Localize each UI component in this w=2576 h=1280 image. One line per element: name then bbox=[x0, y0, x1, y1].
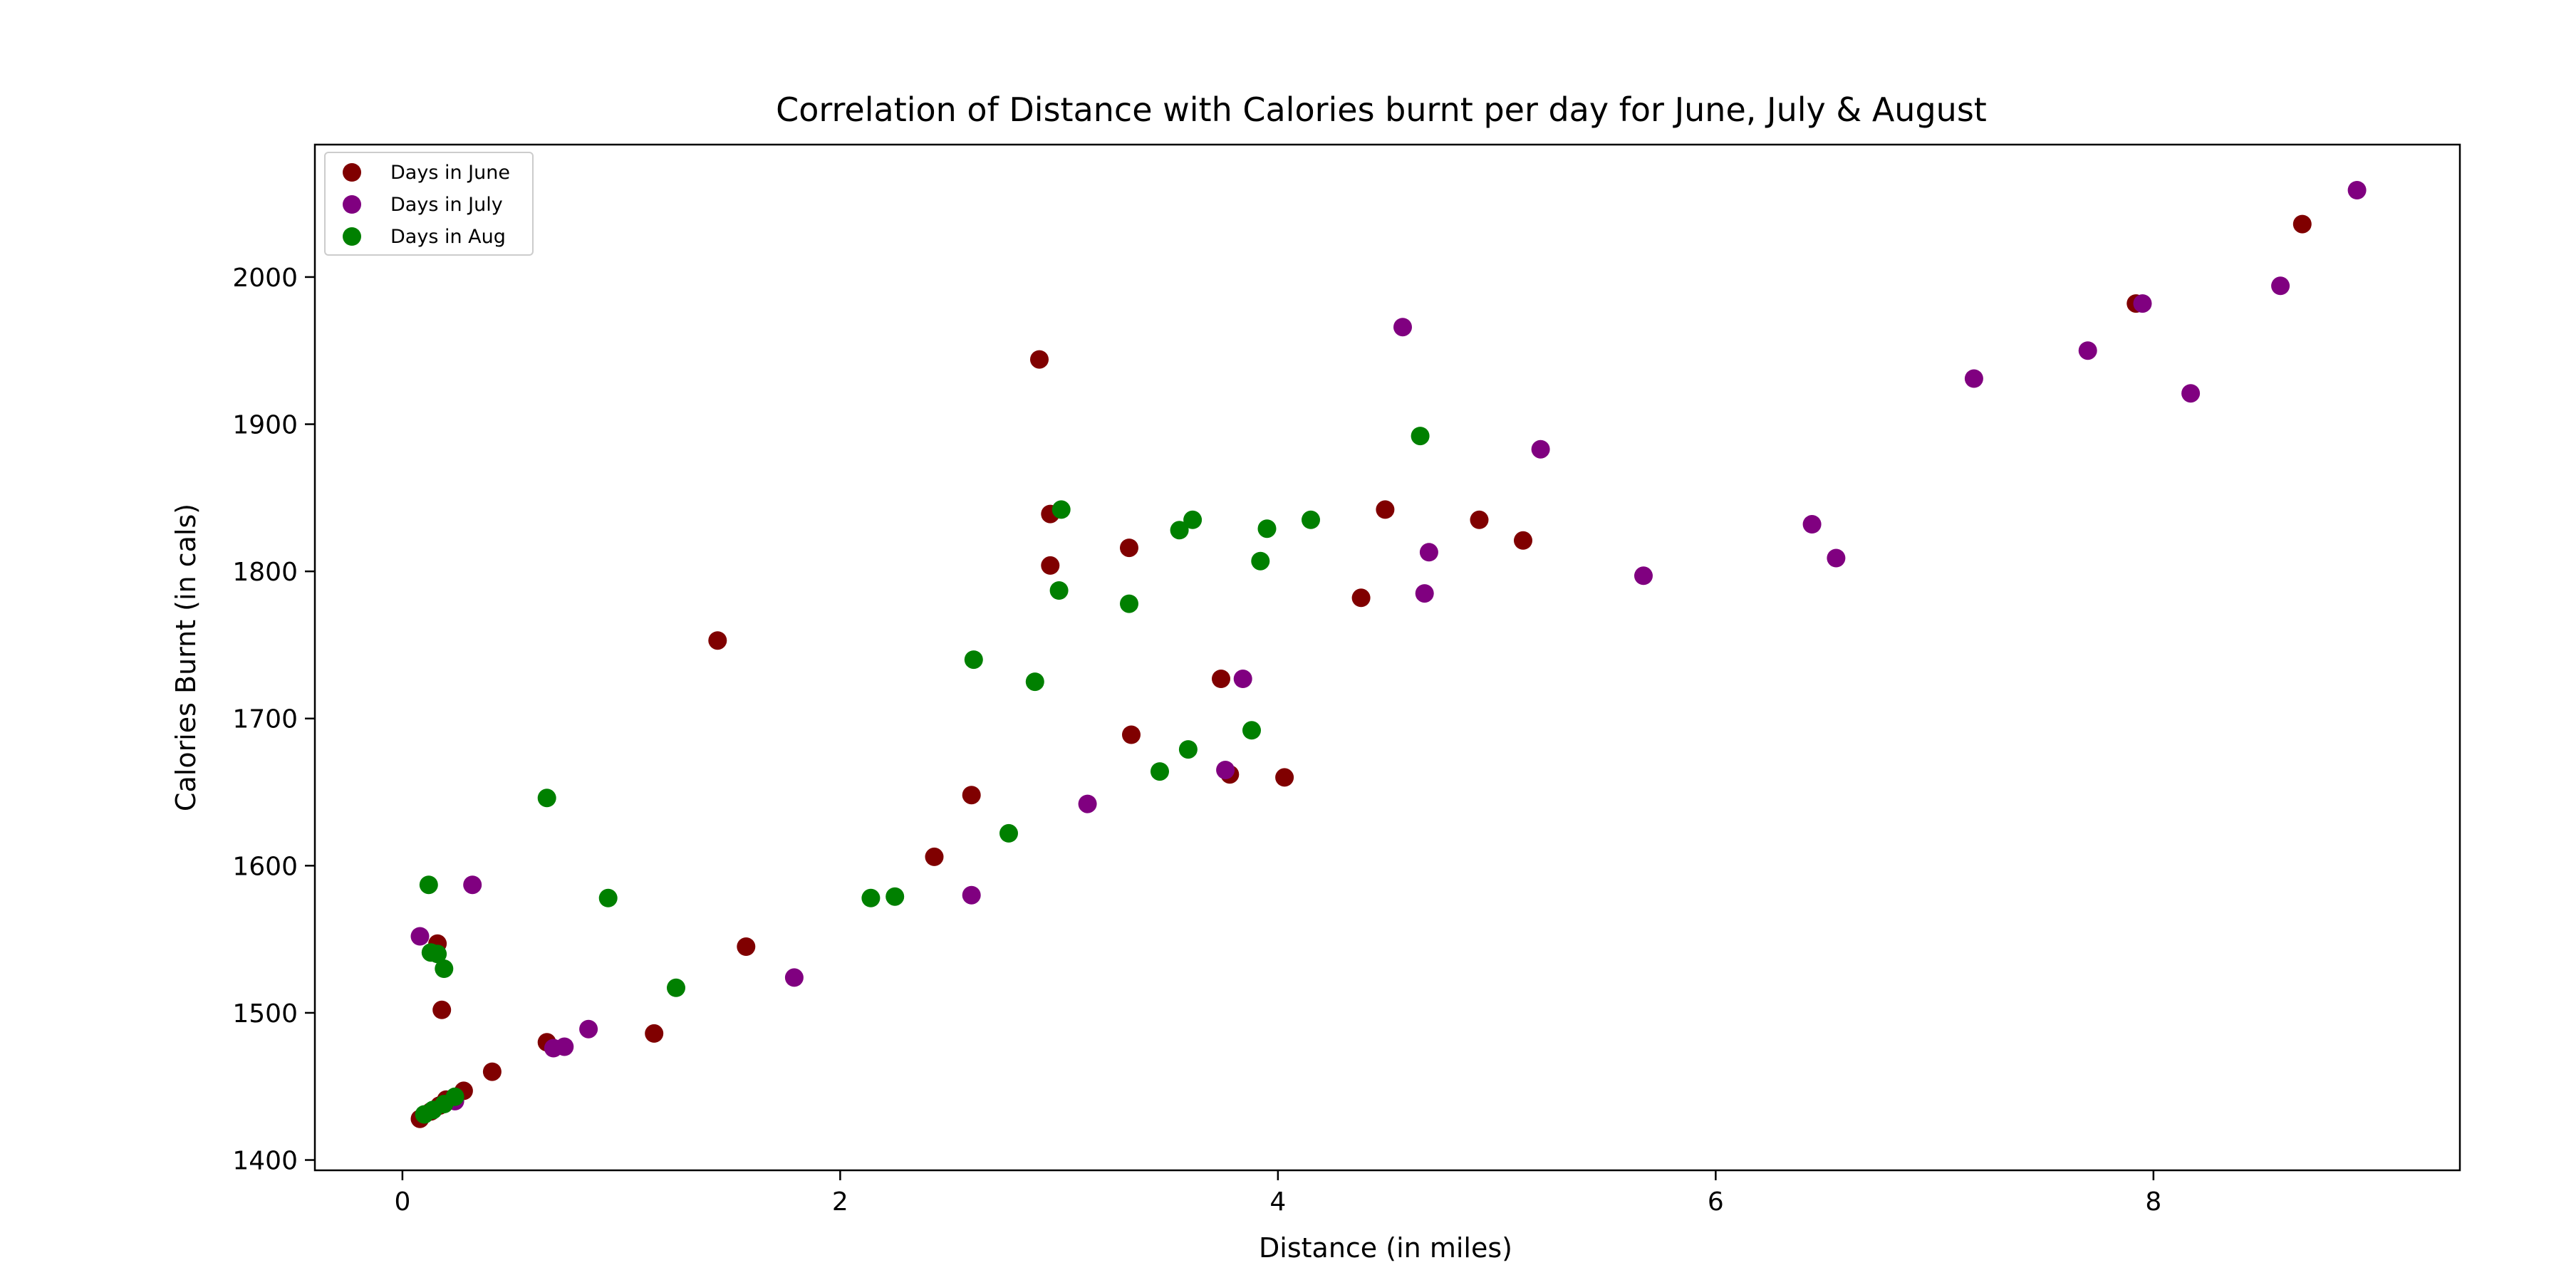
y-tick-label: 1700 bbox=[232, 705, 298, 734]
point-days-in-june-5 bbox=[482, 1062, 502, 1081]
point-days-in-aug-4 bbox=[419, 875, 438, 895]
point-days-in-aug-10 bbox=[667, 978, 685, 997]
chart-title: Correlation of Distance with Calories bu… bbox=[776, 90, 1987, 129]
x-tick-label: 4 bbox=[1269, 1187, 1286, 1217]
point-days-in-aug-3 bbox=[445, 1087, 464, 1106]
y-axis-label: Calories Burnt (in cals) bbox=[170, 504, 202, 811]
point-days-in-aug-17 bbox=[1051, 500, 1071, 519]
point-days-in-june-18 bbox=[1122, 725, 1141, 744]
point-days-in-aug-9 bbox=[598, 888, 618, 907]
point-days-in-aug-15 bbox=[1025, 672, 1044, 692]
legend-marker-days-in-june bbox=[343, 163, 361, 182]
y-tick-label: 1800 bbox=[232, 558, 298, 587]
point-days-in-july-1 bbox=[463, 875, 482, 895]
point-days-in-july-19 bbox=[2078, 341, 2097, 360]
y-axis: 1400 1500 1600 1700 1800 1900 2000 bbox=[232, 264, 315, 1176]
point-days-in-june-17 bbox=[1120, 538, 1138, 558]
legend-label-days-in-july: Days in July bbox=[390, 194, 503, 216]
point-days-in-july-8 bbox=[1078, 794, 1097, 813]
point-days-in-july-15 bbox=[1634, 566, 1653, 586]
point-days-in-july-20 bbox=[2133, 294, 2152, 313]
point-days-in-july-4 bbox=[555, 1037, 574, 1056]
point-days-in-aug-7 bbox=[435, 959, 454, 978]
point-days-in-july-23 bbox=[2347, 181, 2367, 199]
point-days-in-july-9 bbox=[1216, 761, 1235, 779]
point-days-in-june-10 bbox=[708, 631, 727, 650]
point-days-in-aug-8 bbox=[537, 789, 556, 808]
point-days-in-june-6 bbox=[432, 1000, 452, 1019]
y-tick-label: 1500 bbox=[232, 999, 298, 1029]
point-days-in-july-10 bbox=[1233, 670, 1252, 688]
legend: Days in June Days in July Days in Aug bbox=[324, 152, 534, 256]
point-days-in-july-5 bbox=[579, 1019, 598, 1039]
point-days-in-july-11 bbox=[1393, 318, 1412, 337]
point-days-in-aug-26 bbox=[1302, 510, 1320, 529]
point-days-in-july-0 bbox=[410, 927, 430, 946]
point-days-in-july-17 bbox=[1827, 548, 1846, 568]
point-days-in-july-13 bbox=[1419, 543, 1438, 562]
x-tick-label: 8 bbox=[2145, 1187, 2161, 1217]
y-tick-label: 1900 bbox=[232, 411, 298, 440]
points-layer bbox=[410, 181, 2367, 1128]
point-days-in-july-22 bbox=[2271, 276, 2290, 296]
point-days-in-aug-6 bbox=[428, 945, 447, 964]
point-days-in-june-22 bbox=[1351, 588, 1371, 608]
y-tick-label: 2000 bbox=[232, 264, 298, 293]
point-days-in-july-14 bbox=[1531, 439, 1550, 459]
y-tick-label: 1600 bbox=[232, 852, 298, 881]
point-days-in-june-16 bbox=[1041, 556, 1060, 575]
point-days-in-aug-18 bbox=[1120, 594, 1138, 613]
point-days-in-june-23 bbox=[1376, 500, 1395, 519]
point-days-in-aug-27 bbox=[1411, 427, 1430, 446]
legend-frame bbox=[324, 152, 534, 256]
point-days-in-aug-20 bbox=[1170, 521, 1189, 540]
x-axis-label: Distance (in miles) bbox=[1259, 1232, 1512, 1264]
x-tick-label: 6 bbox=[1708, 1187, 1724, 1217]
point-days-in-july-18 bbox=[1964, 369, 1983, 388]
point-days-in-aug-11 bbox=[861, 888, 881, 907]
point-days-in-aug-23 bbox=[1242, 721, 1261, 740]
point-days-in-aug-13 bbox=[964, 650, 983, 670]
legend-label-days-in-aug: Days in Aug bbox=[390, 226, 506, 248]
point-days-in-aug-21 bbox=[1178, 740, 1198, 759]
point-days-in-june-11 bbox=[737, 937, 756, 956]
point-days-in-june-25 bbox=[1514, 531, 1532, 550]
point-days-in-june-14 bbox=[1030, 350, 1049, 369]
point-days-in-july-12 bbox=[1415, 584, 1434, 603]
legend-marker-days-in-aug bbox=[343, 227, 361, 246]
point-days-in-june-27 bbox=[2292, 214, 2312, 234]
point-days-in-june-21 bbox=[1275, 768, 1294, 787]
point-days-in-july-7 bbox=[962, 885, 981, 905]
point-days-in-aug-25 bbox=[1257, 519, 1277, 538]
point-days-in-aug-22 bbox=[1183, 510, 1203, 529]
point-days-in-aug-12 bbox=[886, 887, 905, 906]
point-days-in-june-9 bbox=[645, 1024, 664, 1043]
point-days-in-june-13 bbox=[962, 786, 981, 805]
point-days-in-june-19 bbox=[1212, 670, 1230, 688]
x-tick-label: 0 bbox=[394, 1187, 410, 1217]
point-days-in-june-12 bbox=[925, 847, 944, 866]
point-days-in-july-6 bbox=[784, 968, 804, 987]
plot-area-frame bbox=[313, 143, 2461, 1172]
point-days-in-aug-16 bbox=[1049, 581, 1069, 600]
point-days-in-june-24 bbox=[1470, 510, 1489, 529]
y-tick-label: 1400 bbox=[232, 1147, 298, 1176]
point-days-in-july-21 bbox=[2181, 384, 2201, 403]
legend-marker-days-in-july bbox=[343, 195, 361, 214]
x-tick-label: 2 bbox=[832, 1187, 848, 1217]
point-days-in-aug-19 bbox=[1151, 762, 1169, 781]
legend-label-days-in-june: Days in June bbox=[390, 162, 510, 184]
point-days-in-july-16 bbox=[1802, 515, 1822, 534]
point-days-in-aug-24 bbox=[1251, 551, 1270, 571]
point-days-in-aug-14 bbox=[999, 823, 1018, 843]
x-axis: 0 2 4 6 8 bbox=[394, 1170, 2161, 1217]
